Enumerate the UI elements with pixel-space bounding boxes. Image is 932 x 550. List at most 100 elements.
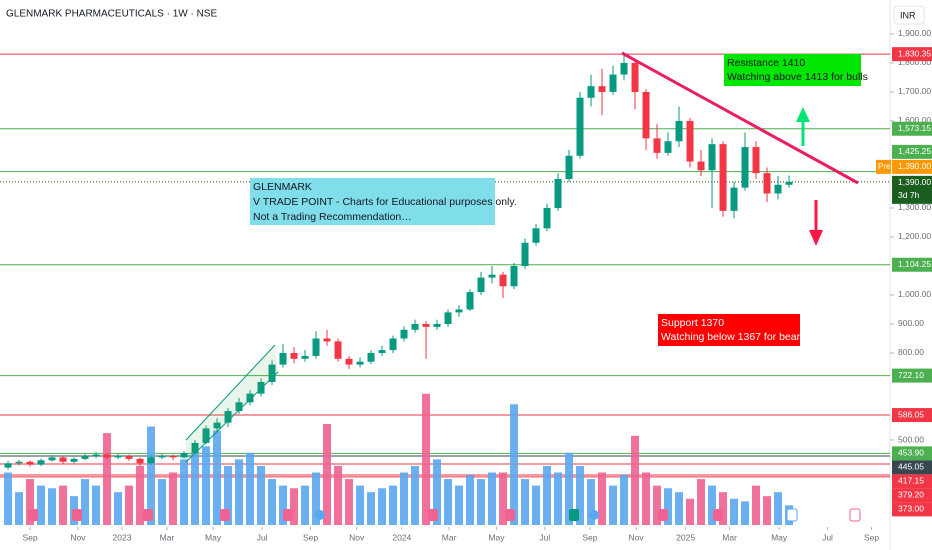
x-tick-label: Sep [582,532,597,542]
candle-body [213,422,221,429]
volume-bar [246,452,255,525]
resistance-box: Resistance 1410 Watching above 1413 for … [724,54,868,86]
volume-bar [4,472,13,525]
chart-title: GLENMARK PHARMACEUTICALS · 1W · NSE [6,9,217,20]
candle-body [741,147,749,188]
volume-bar [125,485,134,525]
candle-body [136,458,144,464]
note-text: GLENMARK [253,181,312,193]
volume-bar [48,488,57,525]
candle-body [301,355,309,359]
price-label-box [892,474,932,489]
volume-bar [708,485,717,525]
candle-body [114,455,122,458]
volume-bar [752,485,761,525]
x-tick-label: Sep [22,532,37,542]
pre-price-label: 1,390.00 [898,161,931,171]
price-label-box [892,144,932,159]
candle-body [752,147,760,174]
candle-body [620,62,628,75]
note-text: Watching below 1367 for bears [661,331,805,343]
candle-body [532,228,540,243]
countdown: 3d 7h [898,190,920,200]
arrow-up [796,107,810,146]
volume-bar [609,485,618,525]
candle-body [202,428,210,443]
x-tick-label: May [771,532,788,542]
volume-bar [543,465,552,525]
volume-bar [345,479,354,525]
candle-body [389,338,397,351]
candle-body [686,120,694,162]
candle-body [576,97,584,156]
candle-body [70,458,78,462]
volume-bar [202,446,211,525]
level-label: 373.00 [898,504,924,514]
candle-body [642,91,650,139]
candle-body [675,120,683,142]
volume-bar [213,430,222,525]
candle-body [466,292,474,310]
volume-bar [422,393,431,525]
candle-body [191,442,199,454]
candle-body [521,242,529,266]
candle-body [290,352,298,359]
candle-body [125,455,133,459]
note-text: Not a Trading Recommendation… [253,211,412,223]
volume-bar [719,492,728,525]
volume-bar [224,465,233,525]
candle-body [246,393,254,403]
volume-bar [686,498,695,525]
y-tick-label: 1,900.00 [898,28,931,38]
volume-bar [103,433,112,525]
candle-body [4,463,12,468]
volume-bar [653,485,662,525]
x-tick-label: Mar [722,532,737,542]
volume-bar [532,485,541,525]
candle-body [103,454,111,458]
volume-bar [444,479,453,525]
x-tick-label: Nov [629,532,645,542]
volume-bar [455,485,464,525]
volume-bar [147,426,156,525]
price-label-box [892,159,932,174]
pre-tag-box [876,159,891,174]
level-label: 379.20 [898,490,924,500]
volume-bar [81,479,90,525]
volume-bar [774,492,783,525]
candle-body [554,178,562,208]
candle-body [455,309,463,313]
volume-bar [675,492,684,525]
candle-body [224,411,232,423]
volume-bar [323,423,332,525]
volume-bar [763,496,772,525]
candle-body [422,323,430,327]
candle-body [653,138,661,153]
x-tick-label: 2024 [392,532,411,542]
y-tick-label: 1,600.00 [898,115,931,125]
x-tick-label: Sep [864,532,879,542]
volume-bars [4,393,794,525]
volume-bar [334,465,343,525]
volume-bar [642,472,651,525]
x-tick-label: May [488,532,505,542]
volume-bar [356,485,365,525]
x-tick-label: Nov [349,532,365,542]
candle-body [235,402,243,412]
candle-body [147,457,155,464]
candle-body [37,460,45,465]
price-label-box [892,257,932,272]
level-label: 453.90 [898,448,924,458]
candle-body [169,455,177,458]
candle-body [81,455,89,459]
volume-bar [268,479,277,525]
candle-body [774,184,782,194]
volume-bar [169,472,178,525]
volume-bar [565,452,574,525]
level-label: 417.15 [898,476,924,486]
y-tick-label: 1,800.00 [898,57,931,67]
candle-body [609,74,617,92]
note-text: Support 1370 [661,317,724,329]
y-tick-label: 1,000.00 [898,289,931,299]
